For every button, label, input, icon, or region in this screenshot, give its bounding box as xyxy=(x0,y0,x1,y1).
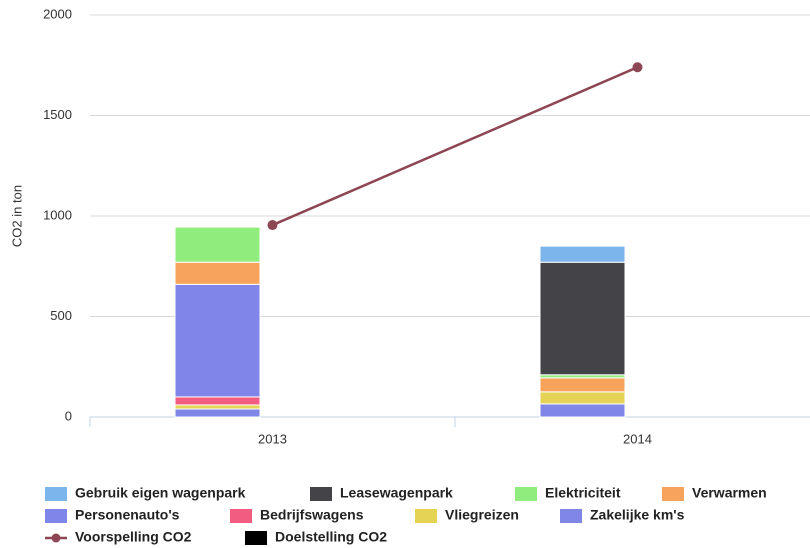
legend-label: Elektriciteit xyxy=(545,485,621,501)
line-point xyxy=(267,220,278,231)
bar-segment xyxy=(539,391,626,405)
line xyxy=(272,66,638,227)
bar-segment xyxy=(174,261,261,285)
y-tick-label: 1500 xyxy=(43,107,72,122)
bar-segment xyxy=(539,245,626,263)
legend-symbol xyxy=(415,509,437,523)
bar-segment xyxy=(539,261,626,376)
legend-symbol xyxy=(662,487,684,501)
bar-segment xyxy=(539,403,626,418)
legend-label: Zakelijke km's xyxy=(590,507,685,523)
y-tick-label: 0 xyxy=(65,408,72,423)
legend-label: Voorspelling CO2 xyxy=(75,529,192,545)
legend-label: Verwarmen xyxy=(692,485,767,501)
legend-symbol xyxy=(560,509,582,523)
bar-segment xyxy=(174,408,261,418)
bar-segment xyxy=(174,404,261,410)
legend-symbol xyxy=(45,509,67,523)
legend-label: Vliegreizen xyxy=(445,507,519,523)
y-tick-label: 2000 xyxy=(43,6,72,21)
legend-label: Personenauto's xyxy=(75,507,180,523)
y-axis-title: CO2 in ton xyxy=(9,185,24,247)
legend-symbol xyxy=(310,487,332,501)
legend-label: Gebruik eigen wagenpark xyxy=(75,485,246,501)
bar-segment xyxy=(539,377,626,393)
legend-symbol xyxy=(230,509,252,523)
bar-segment xyxy=(174,226,261,263)
legend-symbol xyxy=(245,531,267,545)
legend-symbol xyxy=(51,533,61,543)
legend-label: Bedrijfswagens xyxy=(260,507,364,523)
bar-segment xyxy=(174,283,261,398)
legend-label: Leasewagenpark xyxy=(340,485,453,501)
legend-symbol xyxy=(515,487,537,501)
x-tick-label: 2014 xyxy=(623,431,652,446)
y-tick-label: 500 xyxy=(50,308,72,323)
legend-symbol xyxy=(45,487,67,501)
y-tick-label: 1000 xyxy=(43,207,72,222)
line-point xyxy=(632,62,643,73)
legend-label: Doelstelling CO2 xyxy=(275,529,387,545)
bar-segment xyxy=(174,396,261,406)
x-tick-label: 2013 xyxy=(258,431,287,446)
